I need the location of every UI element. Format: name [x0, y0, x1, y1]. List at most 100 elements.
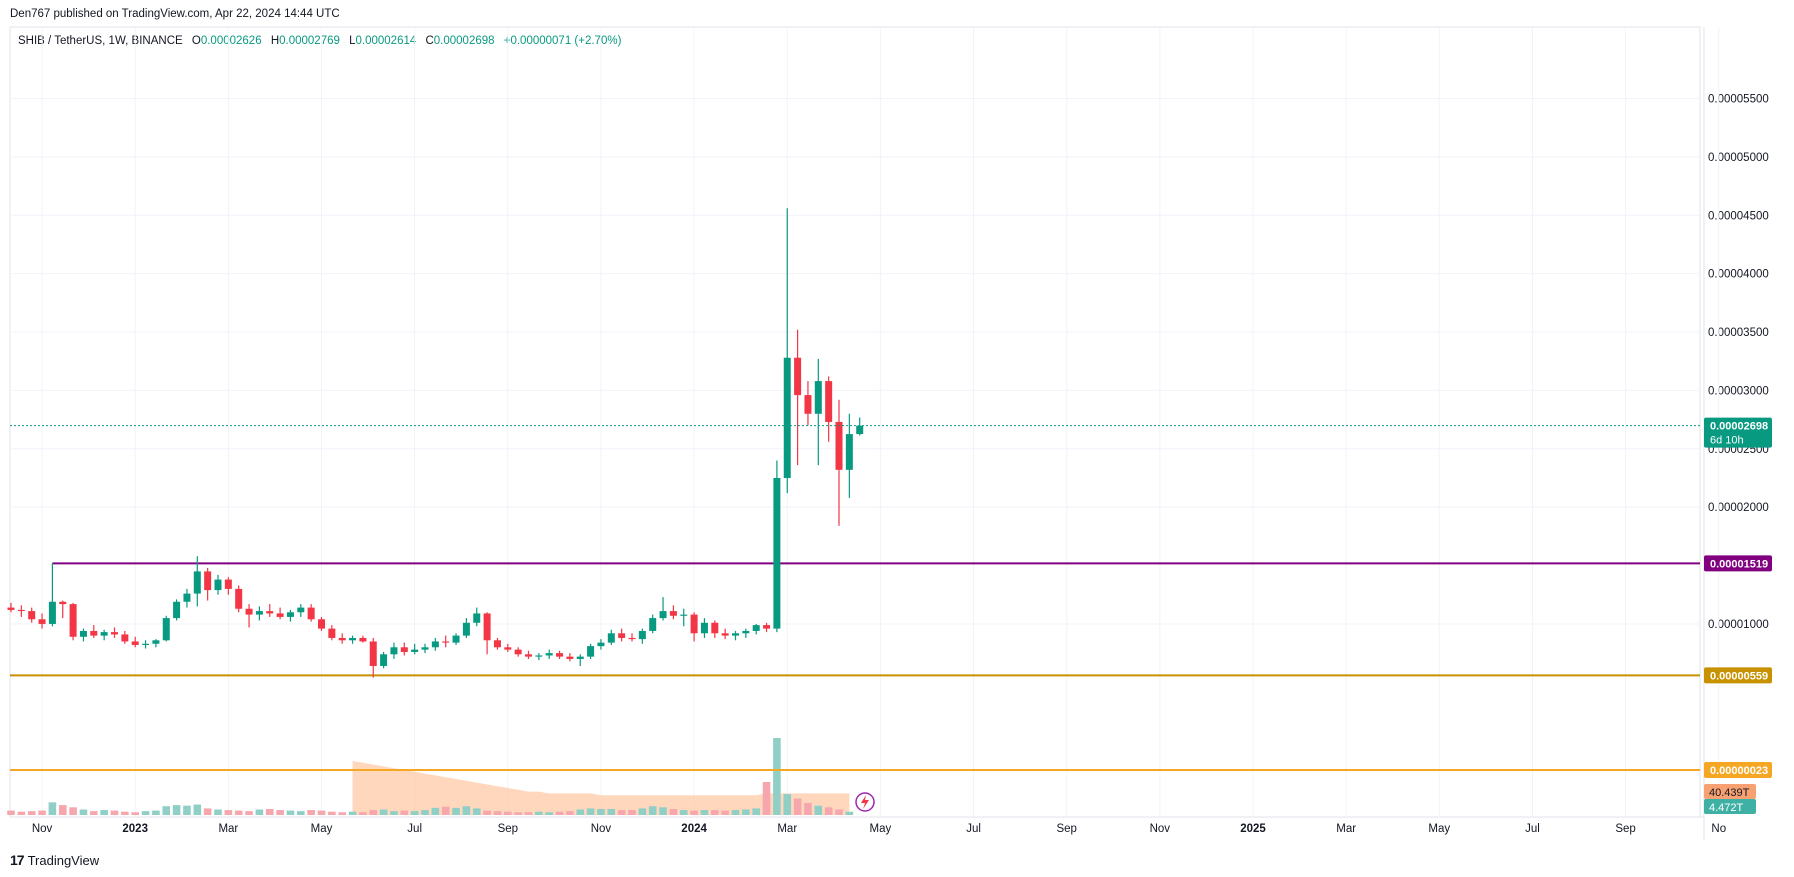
candle-body[interactable]: [845, 434, 853, 470]
candle-body[interactable]: [535, 655, 543, 657]
candle-body[interactable]: [638, 630, 646, 640]
candle-body[interactable]: [307, 607, 315, 620]
candle-body[interactable]: [245, 608, 253, 615]
candle-body[interactable]: [773, 477, 781, 629]
candle-body[interactable]: [266, 611, 274, 614]
candle-body[interactable]: [7, 607, 15, 610]
candle-body[interactable]: [131, 641, 139, 645]
time-tick-label: May: [870, 823, 892, 835]
candle-body[interactable]: [556, 653, 564, 657]
candle-body[interactable]: [597, 642, 605, 647]
candle-body[interactable]: [856, 425, 864, 435]
candle-body[interactable]: [669, 611, 677, 616]
candle-body[interactable]: [442, 641, 450, 643]
candle-body[interactable]: [111, 632, 118, 635]
candle-body[interactable]: [493, 640, 501, 648]
volume-bar: [7, 810, 15, 815]
candle-body[interactable]: [173, 601, 181, 619]
candle-body[interactable]: [700, 622, 708, 634]
candle-body[interactable]: [794, 357, 802, 396]
time-tick-label: Sep: [1056, 823, 1076, 835]
candle-body[interactable]: [390, 647, 398, 655]
candle-body[interactable]: [59, 601, 67, 605]
candle-body[interactable]: [525, 654, 532, 657]
candle-body[interactable]: [286, 612, 294, 617]
candle-body[interactable]: [100, 632, 108, 636]
candle-body[interactable]: [421, 647, 429, 650]
time-tick-label: Sep: [1615, 823, 1635, 835]
candle-body[interactable]: [338, 637, 346, 641]
candle-body[interactable]: [752, 625, 760, 631]
candle-body[interactable]: [328, 628, 336, 638]
candle-body[interactable]: [763, 625, 771, 629]
candle-body[interactable]: [742, 630, 750, 634]
candle-body[interactable]: [349, 637, 357, 641]
candle-body[interactable]: [618, 633, 626, 638]
candle-body[interactable]: [38, 619, 46, 624]
candle-body[interactable]: [359, 637, 367, 642]
candle-body[interactable]: [804, 395, 812, 414]
candle-body[interactable]: [28, 611, 36, 620]
candle-body[interactable]: [680, 614, 688, 616]
candle-body[interactable]: [545, 653, 553, 656]
volume-bar: [38, 810, 46, 815]
candle-body[interactable]: [607, 633, 615, 643]
candle-body[interactable]: [783, 357, 791, 478]
candle-body[interactable]: [69, 604, 77, 637]
candle-body[interactable]: [204, 571, 212, 591]
candle-body[interactable]: [576, 656, 584, 659]
candle-body[interactable]: [48, 601, 56, 624]
candle-body[interactable]: [628, 637, 636, 640]
candle-body[interactable]: [587, 646, 595, 657]
candle-body[interactable]: [152, 640, 160, 644]
tradingview-logo[interactable]: 17 TradingView: [10, 852, 99, 868]
candle-body[interactable]: [121, 634, 129, 642]
candle-body[interactable]: [255, 611, 263, 615]
volume-bar: [773, 738, 781, 815]
candle-body[interactable]: [825, 381, 833, 422]
candle-body[interactable]: [411, 649, 419, 652]
candle-body[interactable]: [814, 381, 822, 414]
candle-body[interactable]: [318, 619, 325, 629]
candle-body[interactable]: [431, 641, 439, 648]
candle-body[interactable]: [711, 622, 719, 634]
candle-body[interactable]: [380, 654, 388, 666]
volume-bar: [669, 808, 678, 815]
candle-body[interactable]: [566, 656, 574, 659]
candle-body[interactable]: [649, 618, 657, 631]
candle-body[interactable]: [400, 647, 408, 652]
volume-bar: [824, 807, 833, 815]
legend-symbol[interactable]: SHIB / TetherUS, 1W, BINANCE: [18, 35, 183, 47]
candle-body[interactable]: [224, 579, 232, 589]
candle-body[interactable]: [732, 633, 739, 636]
candle-body[interactable]: [504, 647, 512, 650]
candle-body[interactable]: [193, 571, 201, 594]
volume-bar: [390, 811, 398, 815]
candle-body[interactable]: [90, 630, 98, 636]
candle-body[interactable]: [659, 611, 667, 619]
candle-body[interactable]: [297, 607, 305, 613]
candle-body[interactable]: [514, 649, 522, 655]
candle-body[interactable]: [462, 622, 470, 636]
candle-body[interactable]: [835, 421, 843, 470]
candle-body[interactable]: [162, 618, 170, 641]
candle-body[interactable]: [369, 641, 377, 666]
candle-body[interactable]: [79, 630, 87, 637]
volume-bar: [359, 812, 367, 815]
volume-bar: [234, 810, 243, 815]
volume-bar: [814, 805, 823, 815]
candle-body[interactable]: [721, 633, 729, 636]
volume-bar: [328, 811, 336, 815]
candle-body[interactable]: [214, 579, 222, 591]
candle-body[interactable]: [183, 593, 191, 602]
candle-body[interactable]: [276, 613, 284, 617]
candle-body[interactable]: [142, 643, 150, 645]
time-tick-label: May: [1428, 823, 1450, 835]
candle-body[interactable]: [690, 614, 698, 634]
candle-body[interactable]: [473, 613, 481, 623]
candle-body[interactable]: [235, 588, 243, 609]
candle-body[interactable]: [483, 613, 491, 641]
candle-body[interactable]: [17, 609, 25, 612]
candle-body[interactable]: [452, 635, 460, 643]
